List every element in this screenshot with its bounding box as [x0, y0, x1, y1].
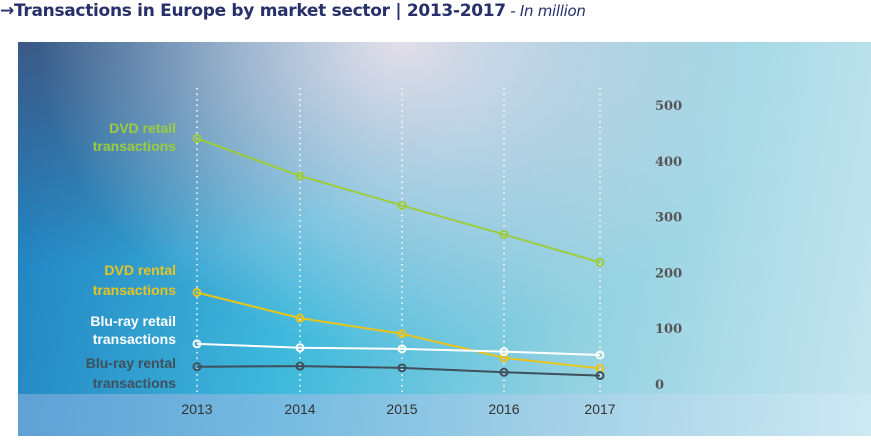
- series-line-dvd-retail: [196, 137, 601, 264]
- x-tick-label: 2014: [284, 401, 315, 417]
- data-point: [595, 350, 605, 360]
- data-point: [499, 347, 509, 357]
- y-tick-label: 0: [655, 378, 664, 393]
- data-point: [192, 287, 202, 297]
- y-tick-label: 200: [655, 266, 682, 281]
- series-label: transactions: [93, 375, 176, 391]
- series-line-dvd-rental: [196, 291, 601, 370]
- y-tick-label: 300: [655, 211, 682, 226]
- data-point: [192, 339, 202, 349]
- data-point: [295, 361, 305, 371]
- data-point: [595, 371, 605, 381]
- series-label: Blu-ray retail: [90, 313, 176, 329]
- series-line-blu-ray-retail: [196, 342, 601, 356]
- data-point: [295, 171, 305, 181]
- series-line-blu-ray-rental: [196, 365, 601, 377]
- chart-title: →Transactions in Europe by market sector…: [0, 1, 586, 21]
- data-point: [397, 329, 407, 339]
- x-tick-label: 2016: [488, 401, 519, 417]
- series-label: Blu-ray rental: [86, 355, 176, 371]
- data-point: [397, 344, 407, 354]
- x-tick-label: 2017: [584, 401, 615, 417]
- arrow-icon: →: [0, 1, 14, 21]
- data-point: [192, 362, 202, 372]
- data-point: [295, 313, 305, 323]
- series-label: transactions: [93, 282, 176, 298]
- series-label: transactions: [93, 331, 176, 347]
- series-label: transactions: [93, 138, 176, 154]
- x-tick-label: 2013: [181, 401, 212, 417]
- series-label: DVD retail: [109, 120, 176, 136]
- data-point: [192, 133, 202, 143]
- chart-subtitle: - In million: [505, 2, 586, 20]
- y-tick-label: 400: [655, 155, 682, 170]
- y-tick-label: 100: [655, 322, 682, 337]
- data-point: [499, 367, 509, 377]
- data-point: [595, 257, 605, 267]
- data-point: [499, 229, 509, 239]
- x-tick-label: 2015: [386, 401, 417, 417]
- data-point: [397, 363, 407, 373]
- x-axis-band: [18, 394, 871, 436]
- series-label: DVD rental: [104, 262, 176, 278]
- data-point: [295, 343, 305, 353]
- data-point: [397, 200, 407, 210]
- y-tick-label: 500: [655, 99, 682, 114]
